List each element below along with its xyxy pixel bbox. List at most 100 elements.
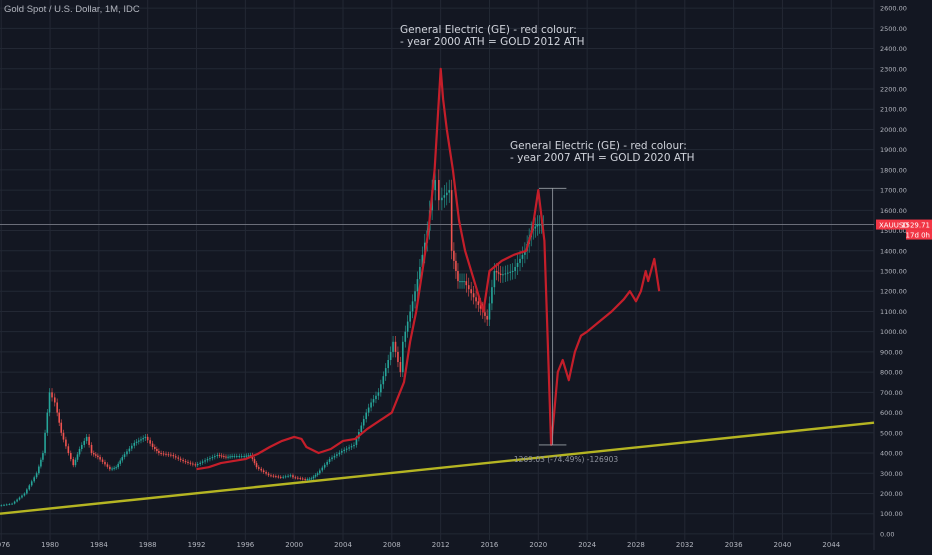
candle-body [65, 439, 67, 447]
annotation-1-line-1: General Electric (GE) - red colour: [400, 24, 577, 36]
candle-body [78, 448, 81, 455]
x-tick-label: 2008 [383, 541, 401, 549]
candle-body [306, 478, 309, 480]
candle-body [455, 260, 457, 272]
candle-body [99, 457, 101, 460]
symbol-title[interactable]: Gold Spot / U.S. Dollar, 1M, IDC [4, 4, 140, 15]
candle-body [292, 475, 294, 478]
candle-body [319, 470, 321, 474]
candle-body [174, 456, 177, 458]
candle-body [236, 456, 238, 458]
candle-body [3, 504, 5, 506]
candle-body [499, 273, 502, 276]
candle-body [375, 395, 377, 400]
candle-body [194, 464, 197, 466]
y-tick-label: 2400.00 [880, 45, 907, 53]
candle-body [233, 456, 236, 458]
x-tick-label: 2012 [432, 541, 450, 549]
candle-body [338, 452, 341, 455]
y-tick-label: 2000.00 [880, 126, 907, 134]
y-tick-label: 2200.00 [880, 85, 907, 93]
candle-body [397, 351, 399, 363]
candle-body [348, 447, 350, 449]
candle-body [44, 432, 46, 454]
candle-body [204, 460, 206, 462]
y-tick-label: 100.00 [880, 510, 903, 518]
candle-body [340, 451, 343, 453]
candle-body [493, 271, 496, 288]
candle-body [328, 459, 331, 462]
candle-body [80, 444, 83, 449]
y-tick-label: 500.00 [880, 429, 903, 437]
candle-body [384, 368, 387, 377]
candle-body [62, 432, 65, 440]
candle-body [536, 224, 539, 227]
candle-body [360, 425, 363, 432]
y-tick-label: 400.00 [880, 450, 903, 458]
candle-body [262, 470, 265, 473]
candle-body [450, 190, 453, 251]
candle-body [85, 436, 88, 441]
candle-body [370, 402, 372, 408]
y-tick-label: 1900.00 [880, 146, 907, 154]
candle-body [497, 272, 500, 274]
y-tick-label: 1600.00 [880, 207, 907, 215]
candle-body [453, 250, 455, 261]
candle-body [149, 440, 151, 444]
candle-body [240, 456, 243, 458]
y-tick-label: 2100.00 [880, 106, 907, 114]
candle-body [123, 454, 126, 458]
candle-body [115, 467, 117, 469]
candle-body [287, 475, 289, 477]
countdown-badge-background [906, 229, 932, 240]
candle-body [162, 453, 165, 455]
candle-body [275, 476, 277, 478]
candle-body [475, 297, 477, 302]
candle-body [367, 407, 370, 413]
candle-body [53, 397, 56, 403]
candle-body [448, 190, 451, 193]
candle-body [438, 180, 440, 201]
candle-body [441, 197, 443, 201]
candle-body [345, 448, 348, 450]
time-axis[interactable]: 1976 1980 1984 1988 1992 1996 2000 2004 2008 2012… [0, 541, 841, 549]
x-tick-label: 2032 [676, 541, 694, 549]
candle-body [33, 477, 35, 482]
candle-body [457, 271, 459, 282]
x-tick-label: 1984 [90, 541, 108, 549]
candle-body [109, 466, 111, 470]
candle-body [8, 504, 11, 505]
candle-body [172, 455, 175, 457]
candle-body [323, 464, 326, 468]
candle-body [229, 456, 231, 458]
candle-body [16, 499, 18, 502]
candle-body [488, 303, 491, 320]
trendline[interactable] [0, 421, 875, 515]
candle-body [243, 456, 245, 458]
x-tick-label: 2028 [627, 541, 645, 549]
candle-body [260, 468, 263, 471]
price-axis[interactable]: 2600.00 2500.00 2400.00 2300.00 2200.00 2100.… [880, 5, 907, 539]
candle-body [158, 451, 160, 454]
candle-body [167, 454, 170, 456]
ge-overlay-line [196, 67, 661, 471]
candle-body [399, 362, 402, 373]
y-tick-label: 2500.00 [880, 25, 907, 33]
y-tick-label: 1700.00 [880, 187, 907, 195]
candle-body [133, 442, 136, 446]
candle-body [0, 505, 3, 507]
candle-body [459, 281, 461, 283]
candle-body [516, 262, 519, 267]
candle-body [484, 312, 486, 316]
candle-body [92, 453, 95, 455]
y-tick-label: 600.00 [880, 409, 903, 417]
candle-body [350, 446, 353, 448]
candle-body [5, 504, 8, 506]
candle-body [38, 466, 40, 474]
measure-tool[interactable] [538, 187, 567, 446]
x-tick-label: 2016 [481, 541, 499, 549]
candle-body [409, 311, 411, 322]
candle-body [88, 436, 90, 445]
